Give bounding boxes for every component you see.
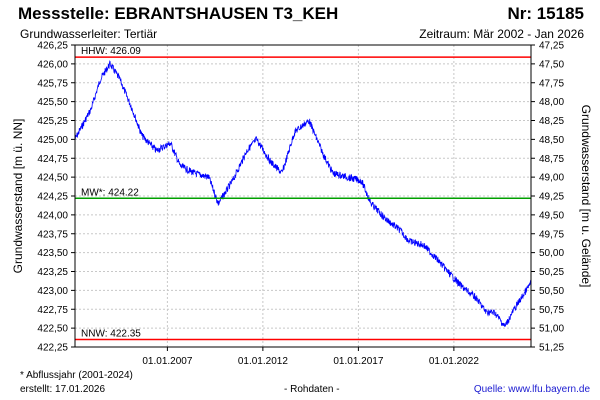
y2-axis-ticks: 47,25 47,50 47,75 48,00 48,25 48,50 48,75 49,00…	[531, 41, 564, 354]
y-axis-label: Grundwasserstand [m ü. NN]	[11, 119, 25, 274]
y-tick-label: 426,00	[37, 59, 68, 70]
y-tick-label: 422,75	[37, 305, 68, 316]
chart-grid	[75, 44, 531, 348]
y2-tick-label: 47,25	[539, 41, 564, 52]
aquifer-label: Grundwasserleiter: Tertiär	[20, 27, 158, 41]
y-tick-label: 426,25	[37, 41, 68, 52]
y-tick-label: 425,50	[37, 97, 68, 108]
y-tick-label: 423,00	[37, 286, 68, 297]
data-type-label: - Rohdaten -	[284, 384, 340, 395]
y-axis-ticks: 426,25 426,00 425,75 425,50 425,25 425,00 424,…	[37, 41, 75, 354]
y-tick-label: 424,50	[37, 173, 68, 184]
y-tick-label: 424,25	[37, 192, 68, 203]
y2-tick-label: 50,00	[539, 248, 564, 259]
y2-tick-label: 48,25	[539, 116, 564, 127]
y-tick-label: 423,50	[37, 248, 68, 259]
x-tick-label: 01.01.2017	[333, 356, 383, 367]
y2-tick-label: 50,75	[539, 305, 564, 316]
chart-series	[74, 60, 532, 327]
y2-tick-label: 49,75	[539, 229, 564, 240]
source-link[interactable]: Quelle: www.lfu.bayern.de	[473, 384, 590, 395]
x-axis-ticks: 01.01.2007 01.01.2012 01.01.2017 01.01.2022	[142, 347, 479, 367]
y2-tick-label: 51,25	[539, 343, 564, 354]
y2-tick-label: 47,50	[539, 59, 564, 70]
y-tick-label: 424,00	[37, 210, 68, 221]
y-tick-label: 422,25	[37, 343, 68, 354]
y2-axis-label: Grundwasserstand [m u. Gelände]	[579, 105, 593, 288]
station-number: Nr: 15185	[507, 4, 584, 23]
y-tick-label: 425,25	[37, 116, 68, 127]
y2-tick-label: 50,50	[539, 286, 564, 297]
reference-lines: HHW: 426.09 MW*: 424.22 NNW: 422.35	[75, 46, 531, 341]
y2-tick-label: 47,75	[539, 78, 564, 89]
y-tick-label: 423,25	[37, 267, 68, 278]
period-label: Zeitraum: Mär 2002 - Jan 2026	[419, 27, 584, 41]
x-tick-label: 01.01.2012	[238, 356, 288, 367]
y2-tick-label: 50,25	[539, 267, 564, 278]
y2-tick-label: 48,00	[539, 97, 564, 108]
y2-tick-label: 51,00	[539, 324, 564, 335]
station-title: Messstelle: EBRANTSHAUSEN T3_KEH	[18, 4, 339, 23]
y2-tick-label: 49,00	[539, 173, 564, 184]
y2-tick-label: 48,50	[539, 135, 564, 146]
y-tick-label: 423,75	[37, 229, 68, 240]
created-date: erstellt: 17.01.2026	[20, 384, 106, 395]
series-line	[74, 60, 532, 327]
y-tick-label: 425,75	[37, 78, 68, 89]
reference-line-label: HHW: 426.09	[81, 46, 141, 57]
x-tick-label: 01.01.2022	[429, 356, 479, 367]
y-tick-label: 425,00	[37, 135, 68, 146]
y2-tick-label: 48,75	[539, 154, 564, 165]
x-tick-label: 01.01.2007	[142, 356, 192, 367]
footnote: * Abflussjahr (2001-2024)	[20, 370, 133, 381]
reference-line-label: MW*: 424.22	[81, 187, 139, 198]
y-tick-label: 422,50	[37, 324, 68, 335]
y2-tick-label: 49,50	[539, 210, 564, 221]
y2-tick-label: 49,25	[539, 192, 564, 203]
y-tick-label: 424,75	[37, 154, 68, 165]
reference-line-label: NNW: 422.35	[81, 328, 141, 339]
